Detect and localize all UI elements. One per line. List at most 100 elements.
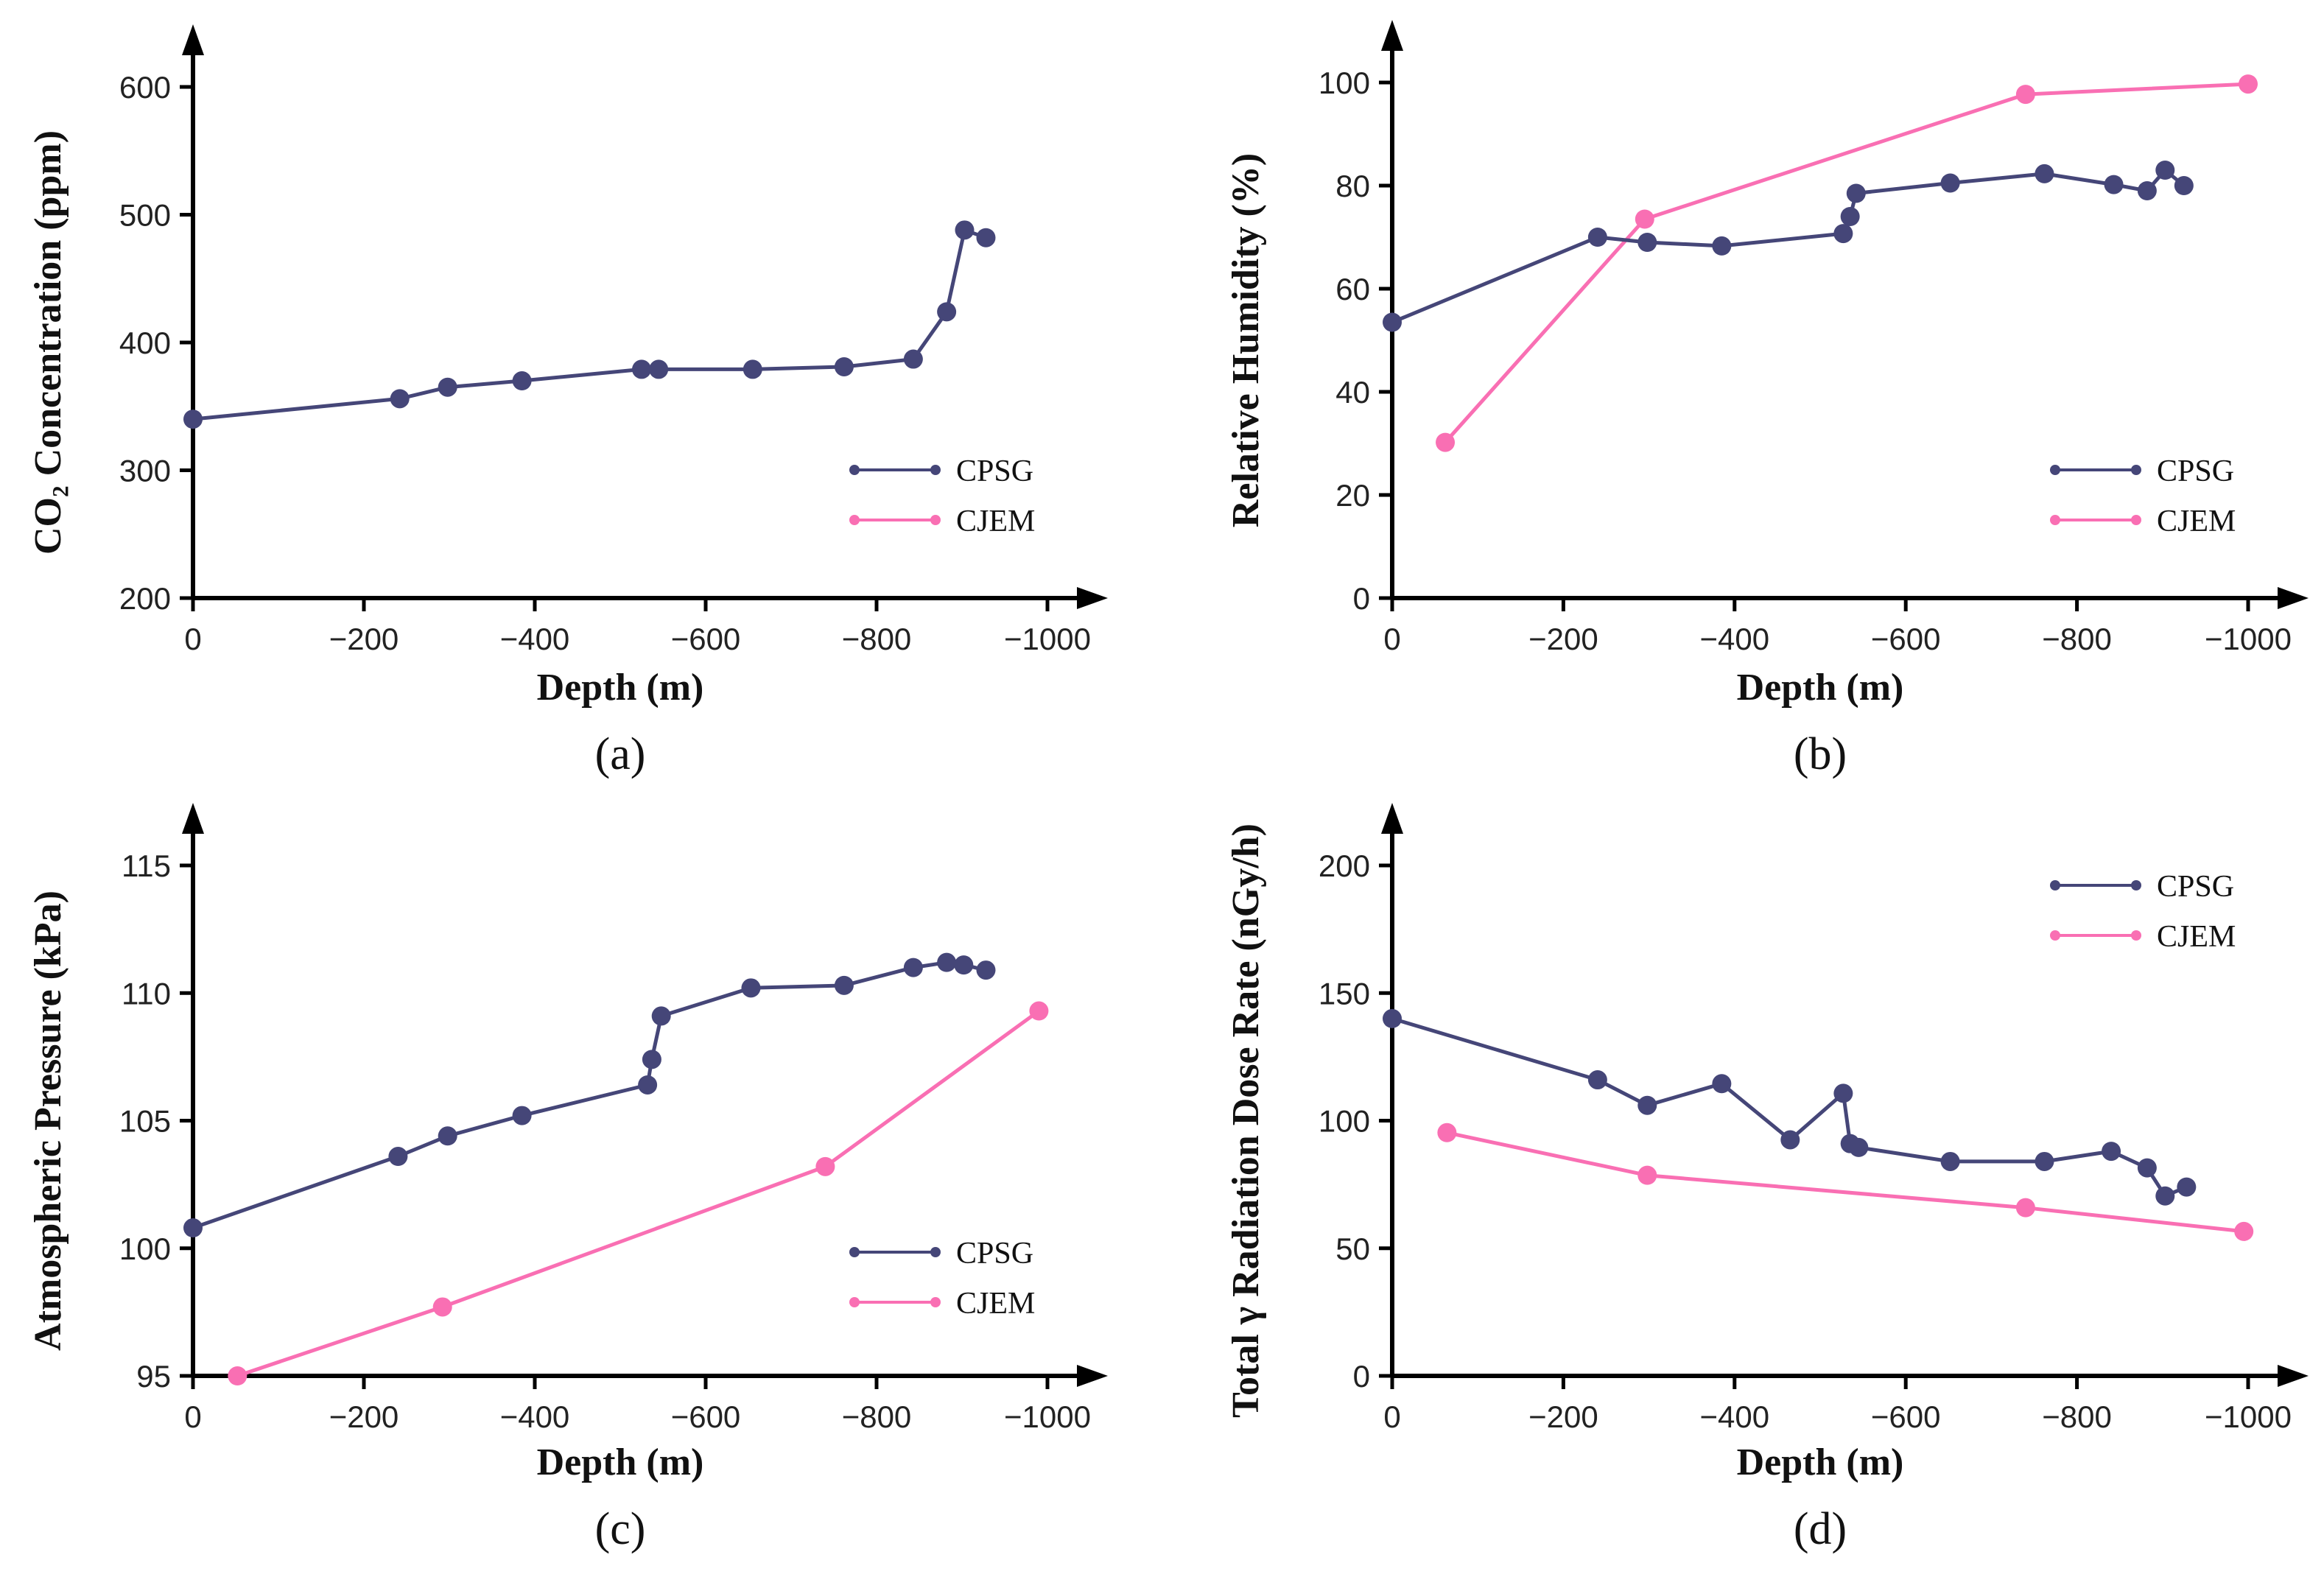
data-point-cpsg [512,371,532,391]
legend-marker [849,465,860,475]
y-tick-label: 0 [1353,1359,1370,1394]
data-point-cpsg [2137,1158,2157,1178]
data-point-cjem [1437,1123,1457,1142]
y-tick-label: 150 [1319,976,1370,1011]
data-point-cpsg [438,1126,457,1146]
x-tick-label: −200 [329,1399,399,1434]
legend-marker [2050,880,2060,890]
y-tick-label: 115 [122,849,171,883]
series-line-cpsg [1391,1016,2188,1198]
data-point-cpsg [1587,228,1607,247]
x-tick-label: −800 [2042,1399,2112,1434]
x-tick-label: −600 [671,622,741,656]
data-point-cpsg [937,302,957,322]
data-point-cpsg [1637,1095,1657,1115]
data-point-cpsg [438,377,457,397]
y-tick-label: 60 [1335,272,1370,306]
legend-marker [2050,465,2060,475]
x-tick-label: −1000 [2205,1399,2292,1434]
data-point-cjem [1637,1165,1657,1185]
y-axis-arrow [1381,803,1403,834]
data-point-cpsg [183,1218,203,1238]
legend-marker [2131,515,2141,525]
chart-panel: 0 −200 −400 −600 −800 −1000 200 300 400 500 600 Dep… [27,24,1108,779]
data-point-cpsg [2155,1186,2175,1206]
y-axis-arrow [182,803,204,834]
legend-marker [930,1297,941,1307]
x-axis-title: Depth (m) [1737,1441,1904,1483]
chart-panel: 0 −200 −400 −600 −800 −1000 0 50 100 150 200 Depth … [1225,803,2309,1554]
data-point-cpsg [2174,176,2194,195]
data-point-cjem [815,1156,835,1176]
data-point-cpsg [2102,1142,2121,1162]
panel-label: (b) [1794,729,1847,779]
y-axis-arrow [182,24,204,55]
y-axis-title: CO₂ Concentration (ppm) [27,130,69,555]
x-axis-arrow [1077,587,1108,609]
legend-label-cjem: CJEM [956,1287,1035,1321]
data-point-cpsg [2137,181,2157,200]
y-tick-label: 200 [119,581,171,616]
legend-marker [849,515,860,525]
data-point-cpsg [834,356,854,376]
data-point-cjem [2015,85,2035,105]
panel-label: (a) [595,729,646,779]
series-line-cjem [1446,1131,2244,1234]
data-point-cpsg [1587,1070,1607,1090]
data-point-cpsg [1712,1074,1732,1094]
data-point-cjem [2234,1221,2254,1241]
x-tick-label: 0 [184,622,201,656]
x-tick-label: 0 [1383,622,1400,656]
data-point-cjem [1635,209,1654,229]
x-axis-arrow [2278,587,2309,609]
y-tick-label: 95 [136,1359,171,1394]
y-tick-label: 100 [1319,1104,1370,1139]
legend-marker [930,515,941,525]
y-tick-label: 100 [119,1232,171,1266]
data-point-cpsg [1940,173,1960,193]
data-point-cpsg [976,960,996,980]
data-point-cpsg [651,1006,671,1026]
x-axis-title: Depth (m) [1737,667,1904,709]
y-axis-title: Atmospheric Pressure (kPa) [27,890,69,1351]
data-point-cpsg [388,1147,408,1167]
x-tick-label: −200 [1528,1399,1598,1434]
data-point-cpsg [390,389,410,409]
data-point-cpsg [649,359,669,379]
y-tick-label: 40 [1335,375,1370,410]
legend-marker [2131,880,2141,890]
data-point-cpsg [954,955,974,975]
data-point-cpsg [2104,175,2124,194]
data-point-cpsg [937,952,957,972]
y-tick-label: 100 [1319,66,1370,100]
legend-marker [930,1247,941,1257]
x-tick-label: −800 [842,622,912,656]
legend-marker [930,465,941,475]
y-tick-label: 0 [1353,581,1370,616]
y-axis-arrow [1381,20,1403,51]
legend-label-cjem: CJEM [2157,505,2236,538]
x-tick-label: −1000 [1004,622,1091,656]
series-line-cpsg [1391,168,2186,324]
data-point-cpsg [903,958,923,977]
legend-marker [2050,930,2060,941]
x-tick-label: −1000 [1004,1399,1091,1434]
data-point-cpsg [1840,207,1860,226]
legend-label-cpsg: CPSG [2157,454,2234,488]
chart-panel: 0 −200 −400 −600 −800 −1000 95 100 105 110 115 Dept… [27,803,1108,1554]
data-point-cpsg [1849,1137,1869,1157]
y-tick-label: 20 [1335,478,1370,513]
y-tick-label: 200 [1319,849,1370,883]
series-line-cpsg [192,960,987,1230]
y-tick-label: 500 [119,198,171,233]
legend-label-cpsg: CPSG [956,1237,1033,1271]
data-point-cjem [1029,1001,1049,1021]
x-tick-label: −400 [500,1399,570,1434]
y-tick-label: 80 [1335,169,1370,203]
data-point-cpsg [743,359,762,379]
y-tick-label: 300 [119,454,171,488]
legend-label-cjem: CJEM [956,505,1035,538]
y-axis-title: Relative Humidity (%) [1225,153,1267,527]
x-tick-label: −600 [671,1399,741,1434]
